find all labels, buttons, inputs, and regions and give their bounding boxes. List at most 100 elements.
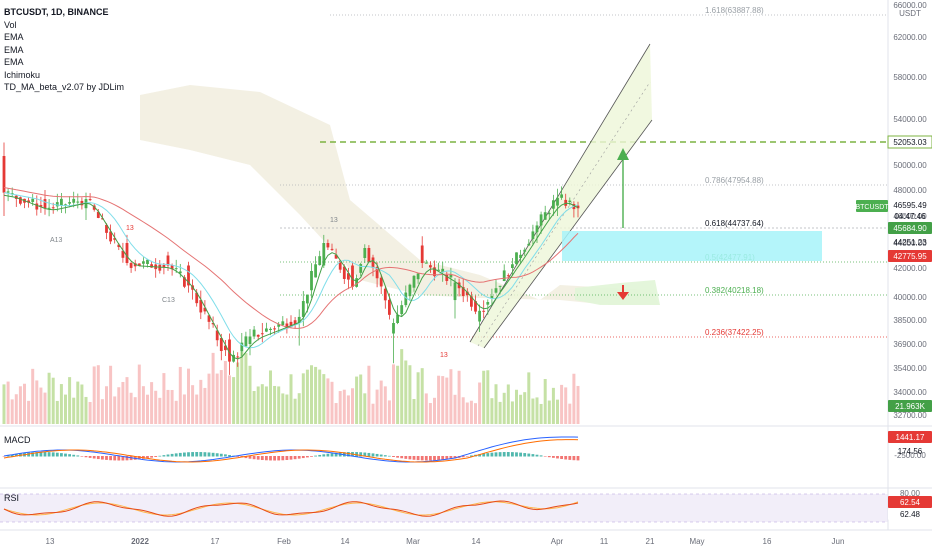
- volume-bar: [39, 387, 43, 424]
- volume-bar: [14, 394, 18, 424]
- td-label: C13: [162, 297, 175, 304]
- candle: [543, 212, 547, 220]
- legend-ema-1[interactable]: EMA: [4, 32, 24, 42]
- candle: [535, 225, 539, 233]
- candle: [301, 301, 305, 317]
- volume-bar: [453, 394, 457, 424]
- date-tick: 21: [646, 537, 655, 546]
- legend-td-ma[interactable]: TD_MA_beta_v2.07 by JDLim: [4, 82, 125, 92]
- macd-histogram-bar: [441, 456, 445, 460]
- macd-histogram-bar: [236, 456, 240, 457]
- target-badge-bg: [887, 135, 932, 149]
- legend-ema-3[interactable]: EMA: [4, 57, 24, 67]
- macd-histogram-bar: [2, 456, 6, 457]
- candle: [113, 238, 117, 240]
- fib-label-0.236: 0.236(37422.25): [705, 328, 764, 337]
- candle: [150, 264, 153, 268]
- volume-bar: [318, 369, 322, 424]
- rsi-badge-a: 62.54: [900, 498, 921, 507]
- ema-line-2: [3, 187, 579, 329]
- candle: [174, 268, 178, 270]
- volume-badge: 21.963K: [895, 402, 925, 411]
- axis-currency: USDT: [899, 9, 921, 18]
- candle: [76, 201, 80, 203]
- macd-histogram-bar: [203, 452, 207, 457]
- candle: [375, 266, 379, 279]
- macd-histogram-bar: [43, 452, 47, 457]
- candle: [355, 278, 358, 287]
- macd-histogram-bar: [211, 452, 215, 457]
- macd-histogram-bar: [572, 456, 576, 461]
- volume-bar: [437, 375, 441, 424]
- legend-ichimoku[interactable]: Ichimoku: [4, 69, 41, 80]
- macd-histogram-bar: [187, 452, 190, 457]
- rsi-badge-b-bg: [888, 508, 932, 520]
- candle: [552, 200, 555, 209]
- macd-histogram-bar: [96, 456, 100, 460]
- volume-bar: [281, 393, 285, 424]
- macd-histogram-bar: [195, 452, 199, 457]
- candle: [60, 198, 63, 206]
- macd-histogram-bar: [293, 456, 297, 460]
- candle: [158, 264, 162, 271]
- up-arrow-head: [617, 148, 629, 160]
- macd-histogram-bar: [322, 454, 326, 457]
- macd-histogram-bar: [400, 456, 404, 459]
- macd-badge-a-bg: [888, 431, 932, 443]
- down-arrow-head: [617, 292, 629, 300]
- candle: [96, 211, 100, 218]
- volume-bar: [322, 374, 326, 424]
- candle: [146, 259, 149, 264]
- volume-bar: [109, 365, 113, 424]
- volume-bar: [412, 398, 416, 424]
- candle: [400, 305, 404, 315]
- volume-bar: [215, 373, 219, 424]
- volume-bar: [27, 400, 31, 424]
- legend-vol[interactable]: Vol: [4, 19, 17, 30]
- volume-bar: [510, 401, 514, 424]
- symbol-badge-bg: [856, 200, 888, 212]
- candle: [2, 156, 6, 193]
- volume-bar: [35, 380, 39, 424]
- price-tick: 44000.00: [893, 239, 927, 248]
- volume-bar: [285, 394, 289, 424]
- volume-bar: [387, 400, 391, 424]
- price-tick: 35400.00: [893, 364, 927, 373]
- volume-bar: [515, 389, 518, 424]
- volume-bar: [129, 392, 133, 424]
- candle: [142, 261, 145, 264]
- volume-bar: [72, 397, 76, 424]
- volume-bar: [236, 362, 240, 424]
- candle: [338, 260, 342, 270]
- price-tick: 34000.00: [893, 388, 927, 397]
- ema-line-3: [3, 194, 579, 360]
- candle: [506, 275, 510, 277]
- volume-bar: [121, 381, 125, 424]
- volume-bar: [228, 375, 231, 424]
- candle: [465, 291, 469, 296]
- macd-histogram-bar: [219, 453, 223, 457]
- macd-histogram-bar: [228, 454, 231, 457]
- price-tick: 40000.00: [893, 293, 927, 302]
- macd-histogram-bar: [478, 454, 481, 457]
- macd-histogram-bar: [207, 452, 211, 457]
- chart-legend: BTCUSDT, 1D, BINANCE Vol EMA EMA EMA Ich…: [4, 6, 124, 94]
- candle: [273, 328, 276, 330]
- macd-tick: -2500.00: [894, 451, 926, 460]
- price-tick: 42000.00: [893, 264, 927, 273]
- candle: [437, 269, 440, 271]
- candle: [187, 265, 190, 286]
- macd-histogram-bar: [461, 456, 465, 458]
- candle: [474, 301, 477, 312]
- legend-ema-2[interactable]: EMA: [4, 44, 24, 55]
- volume-bar: [223, 360, 227, 424]
- macd-histogram-bar: [371, 453, 375, 457]
- volume-bar: [359, 374, 363, 424]
- candle: [433, 267, 436, 277]
- volume-bar: [256, 386, 260, 424]
- price-tick: 58000.00: [893, 73, 927, 82]
- volume-bar: [379, 380, 383, 424]
- volume-bar: [543, 379, 547, 424]
- candle: [121, 250, 125, 258]
